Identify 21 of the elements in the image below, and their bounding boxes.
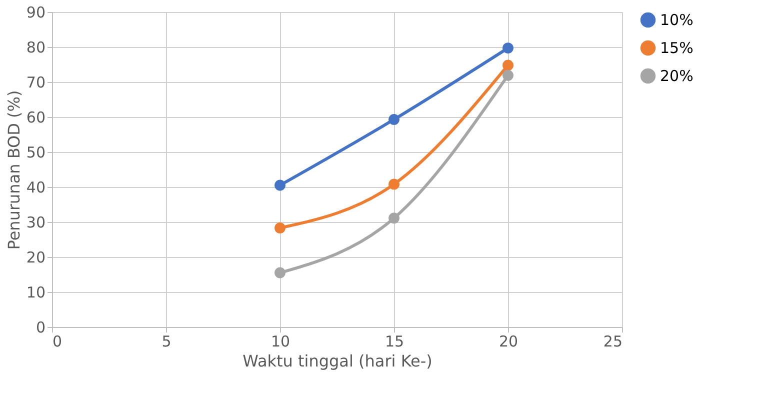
x-tick-label: 5 [162,332,172,350]
y-tick-label: 40 [26,178,46,196]
x-tick-label: 10 [270,332,290,350]
y-tick-label: 90 [26,4,46,22]
y-tick-label: 70 [26,74,46,92]
y-tick-label: 80 [26,38,46,56]
legend-label: 20% [660,67,694,85]
x-tick-label: 25 [603,332,622,350]
x-tick-label: 0 [52,332,62,350]
y-tick-label: 30 [26,214,46,232]
x-axis-title: Waktu tinggal (hari Ke-) [242,352,432,370]
legend-label: 15% [660,39,694,57]
x-tick-label: 20 [498,332,518,350]
y-tick-label: 0 [36,318,46,336]
x-tick-label: 15 [384,332,404,350]
y-tick-label: 10 [26,284,46,302]
legend-label: 10% [660,11,694,29]
y-tick-label: 20 [26,248,46,266]
y-tick-label: 50 [26,144,46,162]
y-tick-label: 60 [26,108,46,126]
y-axis-title: Penurunan BOD (%) [4,90,24,250]
